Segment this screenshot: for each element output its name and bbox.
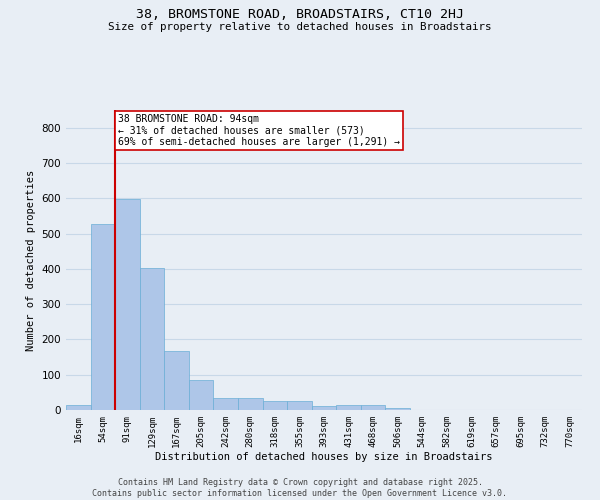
Bar: [336, 406, 361, 410]
Bar: [312, 406, 336, 410]
Bar: [115, 200, 140, 410]
Bar: [263, 401, 287, 410]
Bar: [140, 268, 164, 410]
Text: Distribution of detached houses by size in Broadstairs: Distribution of detached houses by size …: [155, 452, 493, 462]
Text: 38 BROMSTONE ROAD: 94sqm
← 31% of detached houses are smaller (573)
69% of semi-: 38 BROMSTONE ROAD: 94sqm ← 31% of detach…: [118, 114, 400, 146]
Bar: [361, 406, 385, 410]
Bar: [287, 401, 312, 410]
Bar: [164, 350, 189, 410]
Bar: [66, 404, 91, 410]
Bar: [238, 398, 263, 410]
Y-axis label: Number of detached properties: Number of detached properties: [26, 170, 36, 350]
Bar: [385, 408, 410, 410]
Bar: [214, 398, 238, 410]
Bar: [91, 224, 115, 410]
Text: Size of property relative to detached houses in Broadstairs: Size of property relative to detached ho…: [108, 22, 492, 32]
Bar: [189, 380, 214, 410]
Text: Contains HM Land Registry data © Crown copyright and database right 2025.
Contai: Contains HM Land Registry data © Crown c…: [92, 478, 508, 498]
Text: 38, BROMSTONE ROAD, BROADSTAIRS, CT10 2HJ: 38, BROMSTONE ROAD, BROADSTAIRS, CT10 2H…: [136, 8, 464, 20]
